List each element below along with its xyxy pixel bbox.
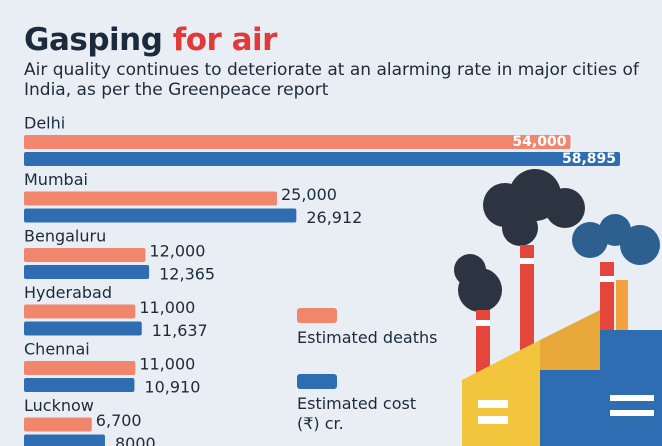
value-label: 11,000 (139, 355, 195, 374)
value-label: 6,700 (96, 411, 142, 430)
value-label: 12,000 (149, 242, 205, 261)
category-label: Hyderabad (24, 283, 112, 302)
value-label: 8000 (115, 434, 156, 446)
value-label: 11,000 (139, 298, 195, 317)
legend-label: Estimated cost(₹) cr. (297, 394, 416, 433)
value-label: 54,000 (512, 134, 566, 150)
bar (24, 418, 92, 432)
bar (24, 192, 277, 206)
bar (24, 305, 135, 319)
category-label: Chennai (24, 340, 90, 359)
legend-swatch (297, 308, 337, 323)
legend-line: Estimated deaths (297, 328, 437, 347)
value-label: 10,910 (144, 378, 200, 397)
bar (24, 152, 620, 166)
value-label: 12,365 (159, 265, 215, 284)
bar (24, 209, 296, 223)
bar (24, 378, 134, 392)
category-label: Mumbai (24, 170, 88, 189)
legend-line: Estimated cost (297, 394, 416, 413)
bar (24, 265, 149, 279)
bar (24, 135, 570, 149)
category-label: Lucknow (24, 396, 94, 415)
legend-swatch (297, 374, 337, 389)
category-label: Delhi (24, 114, 65, 133)
bar (24, 435, 105, 446)
value-label: 58,895 (562, 151, 616, 167)
legend-label: Estimated deaths (297, 328, 437, 347)
category-label: Bengaluru (24, 227, 106, 246)
infographic: Gasping for air Air quality continues to… (0, 0, 662, 446)
value-label: 11,637 (152, 321, 208, 340)
bar (24, 322, 142, 336)
value-label: 26,912 (306, 208, 362, 227)
chart: Delhi 54,00058,895 Mumbai 25,000 26,912 Benga… (0, 0, 662, 446)
factory-illustration (454, 169, 662, 446)
legend-line: (₹) cr. (297, 414, 344, 433)
bar (24, 361, 135, 375)
value-label: 25,000 (281, 185, 337, 204)
bar (24, 248, 145, 262)
